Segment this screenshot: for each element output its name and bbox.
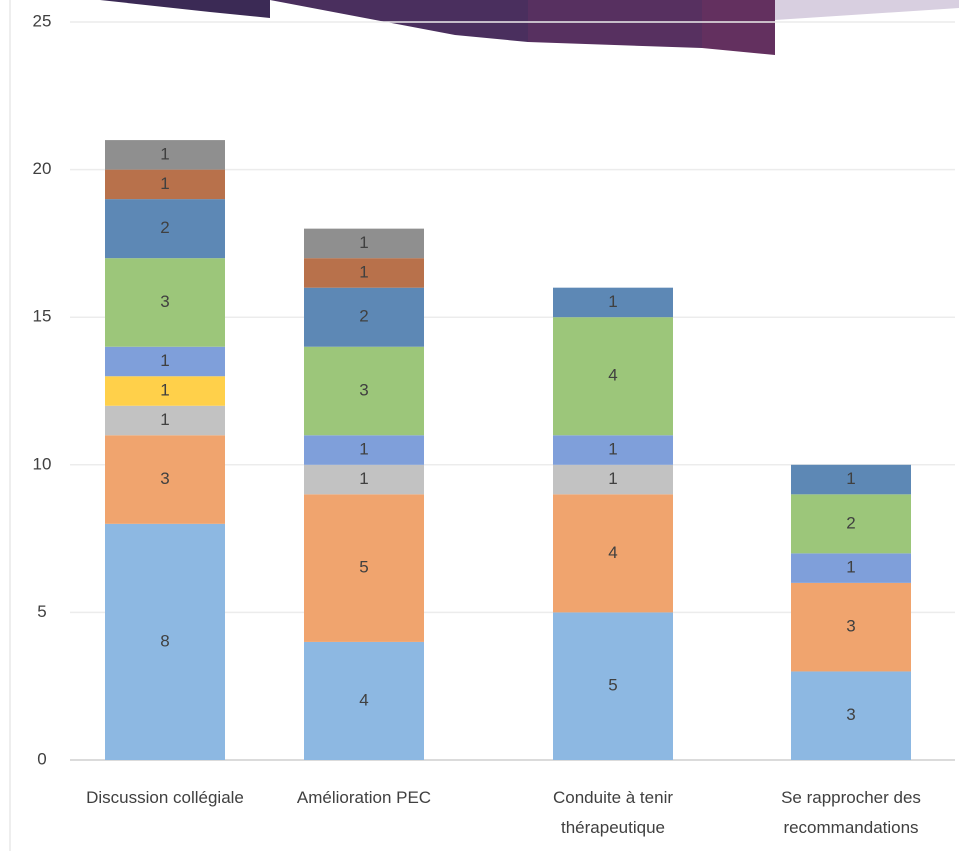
bar-segment [791,553,911,583]
bar-segment [105,405,225,436]
data-label: 2 [359,307,368,326]
bar-segment [105,169,225,200]
bar-segment [553,435,673,465]
y-tick-label: 5 [37,602,46,621]
x-tick-label: Amélioration PEC [296,788,432,807]
data-label: 3 [846,617,855,636]
x-tick-label: Discussion collégiale [86,788,244,807]
data-label: 1 [846,469,855,488]
decoration [270,0,455,35]
decoration [702,0,775,55]
data-label: 3 [160,469,169,488]
bar-segment [304,435,424,465]
bar-segment [553,317,673,436]
data-label: 5 [359,558,368,577]
data-label: 4 [608,366,617,385]
data-label: 1 [160,174,169,193]
bar-segment [105,435,225,524]
data-label: 3 [846,705,855,724]
data-label: 5 [608,676,617,695]
bar-segment [791,582,911,672]
data-label: 1 [359,440,368,459]
data-label: 1 [608,440,617,459]
bar-segment [304,641,424,760]
x-tick-label: Conduite à tenir thérapeutique [552,788,674,837]
data-label: 3 [359,380,368,399]
bar-segment [105,523,225,760]
y-tick-label: 0 [37,749,46,768]
data-label: 1 [160,380,169,399]
data-label: 4 [608,543,617,562]
data-label: 1 [846,558,855,577]
y-tick-label: 10 [33,454,52,473]
bar-segment [304,494,424,642]
decoration [775,0,959,20]
bar-segment [304,346,424,436]
data-label: 1 [160,410,169,429]
data-label: 1 [160,351,169,370]
bar-segment [105,376,225,406]
x-tick-label: Se rapprocher des recommandations [781,788,921,837]
bar-segment [791,671,911,760]
data-label: 1 [359,262,368,281]
bar-segment [105,199,225,259]
bar-segment [304,287,424,347]
data-label: 2 [846,513,855,532]
data-label: 8 [160,631,169,650]
decoration [528,0,702,48]
bar-segment [553,494,673,613]
bar-segment [304,258,424,288]
bar-segment [105,346,225,377]
data-label: 1 [160,144,169,163]
data-label: 3 [160,292,169,311]
bar-segment [304,228,424,259]
bar-segment [105,140,225,170]
data-label: 1 [359,233,368,252]
bar-segment [553,612,673,760]
bar-segment [105,258,225,347]
y-tick-label: 15 [33,307,52,326]
bar-segment [791,494,911,554]
data-label: 2 [160,218,169,237]
data-label: 4 [359,690,368,709]
data-label: 1 [608,469,617,488]
data-label: 1 [608,292,617,311]
data-label: 1 [359,469,368,488]
decoration [100,0,270,18]
decoration [455,0,528,42]
bar-segment [304,464,424,495]
y-tick-label: 25 [33,11,52,30]
bar-segment [553,464,673,495]
bar-segment [791,464,911,495]
y-tick-label: 20 [33,159,52,178]
bar-segment [553,287,673,318]
